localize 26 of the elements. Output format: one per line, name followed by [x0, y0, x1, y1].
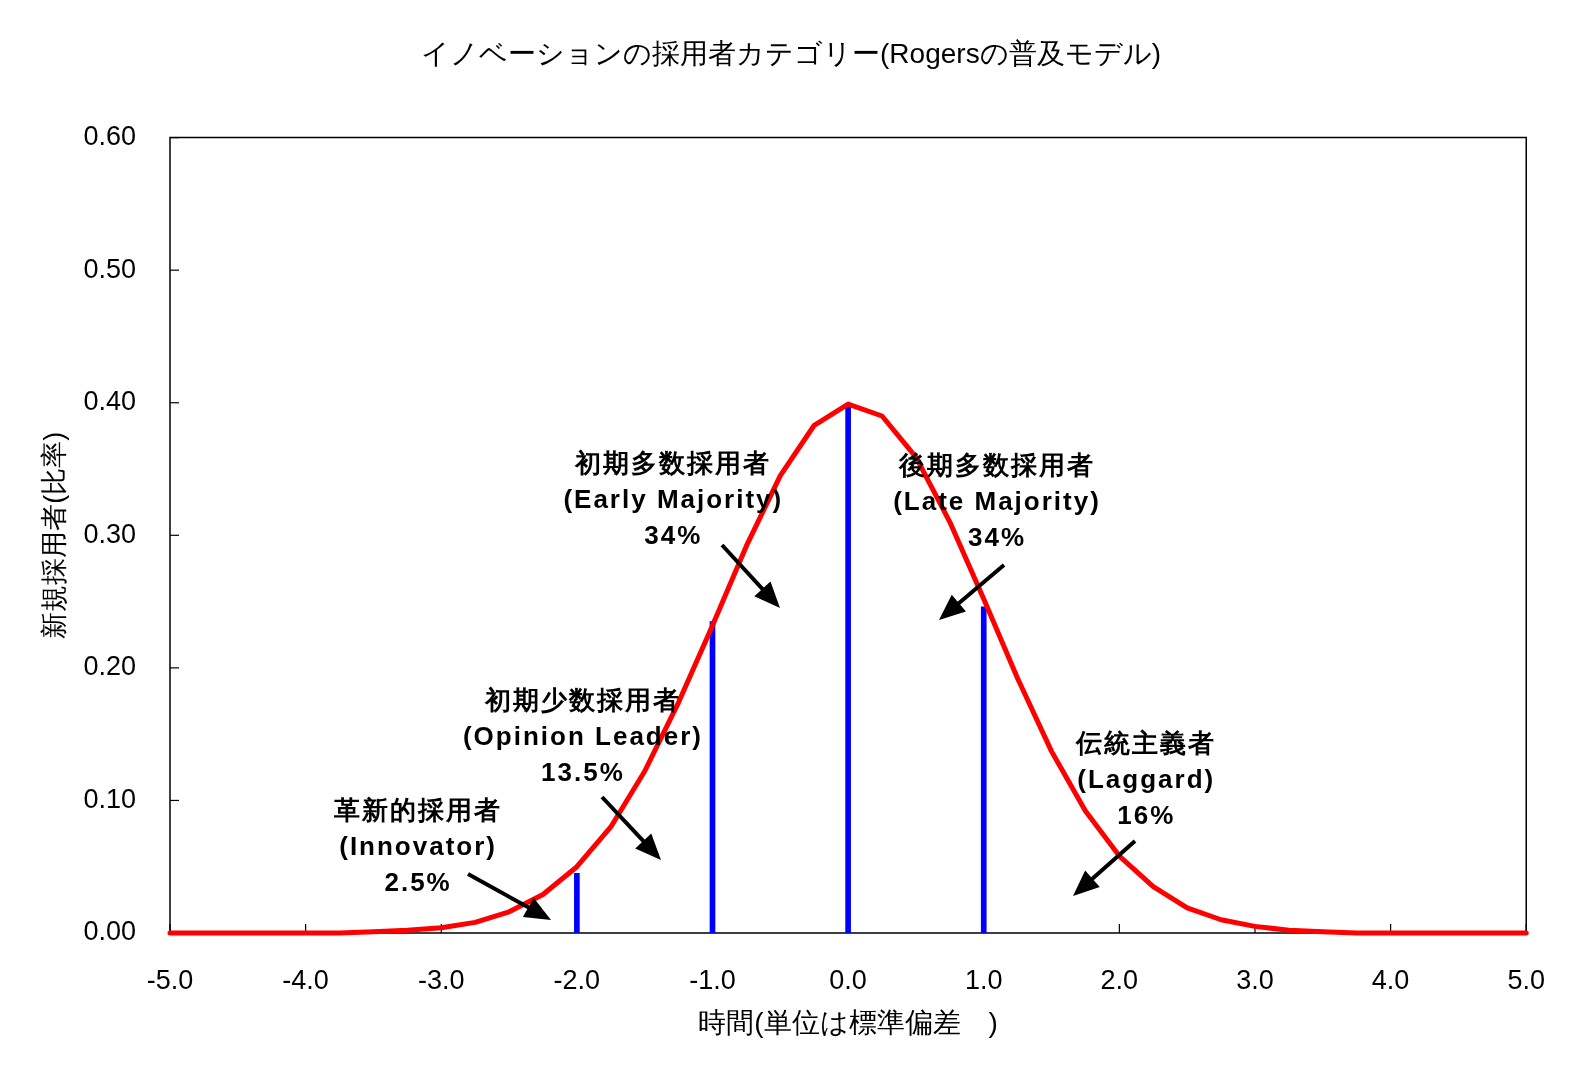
annotation: 革新的採用者 (Innovator) 2.5%: [333, 795, 503, 898]
chart-title: イノベーションの採用者カテゴリー(Rogersの普及モデル): [421, 37, 1161, 69]
y-tick-label: 0.60: [83, 121, 136, 152]
bar: [980, 606, 987, 933]
y-tick-label: 0.10: [83, 783, 136, 814]
x-tick-label: 0.0: [829, 964, 867, 995]
x-tick-label: -5.0: [146, 964, 194, 995]
x-tick-label: -3.0: [417, 964, 465, 995]
y-tick-label: 0.50: [83, 253, 136, 284]
x-tick-label: 4.0: [1371, 964, 1410, 995]
x-tick-label: 1.0: [964, 964, 1003, 995]
y-tick-label: 0.00: [83, 916, 136, 947]
x-tick-label: 5.0: [1507, 964, 1546, 995]
y-axis-title: 新規採用者(比率): [38, 431, 69, 639]
annotation: 伝統主義者 (Laggard) 16%: [1075, 727, 1217, 830]
x-tick-label: -4.0: [282, 964, 329, 995]
x-tick-label: 2.0: [1100, 964, 1139, 995]
x-axis-title: 時間(単位は標準偏差 ): [698, 1006, 998, 1038]
y-tick-label: 0.30: [83, 518, 136, 549]
x-tick-label: 3.0: [1236, 964, 1274, 995]
x-tick-label: -1.0: [689, 964, 736, 995]
y-tick-label: 0.20: [83, 651, 136, 682]
bar: [574, 873, 580, 933]
bar: [845, 406, 851, 933]
y-tick-label: 0.40: [83, 386, 136, 417]
x-tick-label: -2.0: [553, 964, 601, 995]
